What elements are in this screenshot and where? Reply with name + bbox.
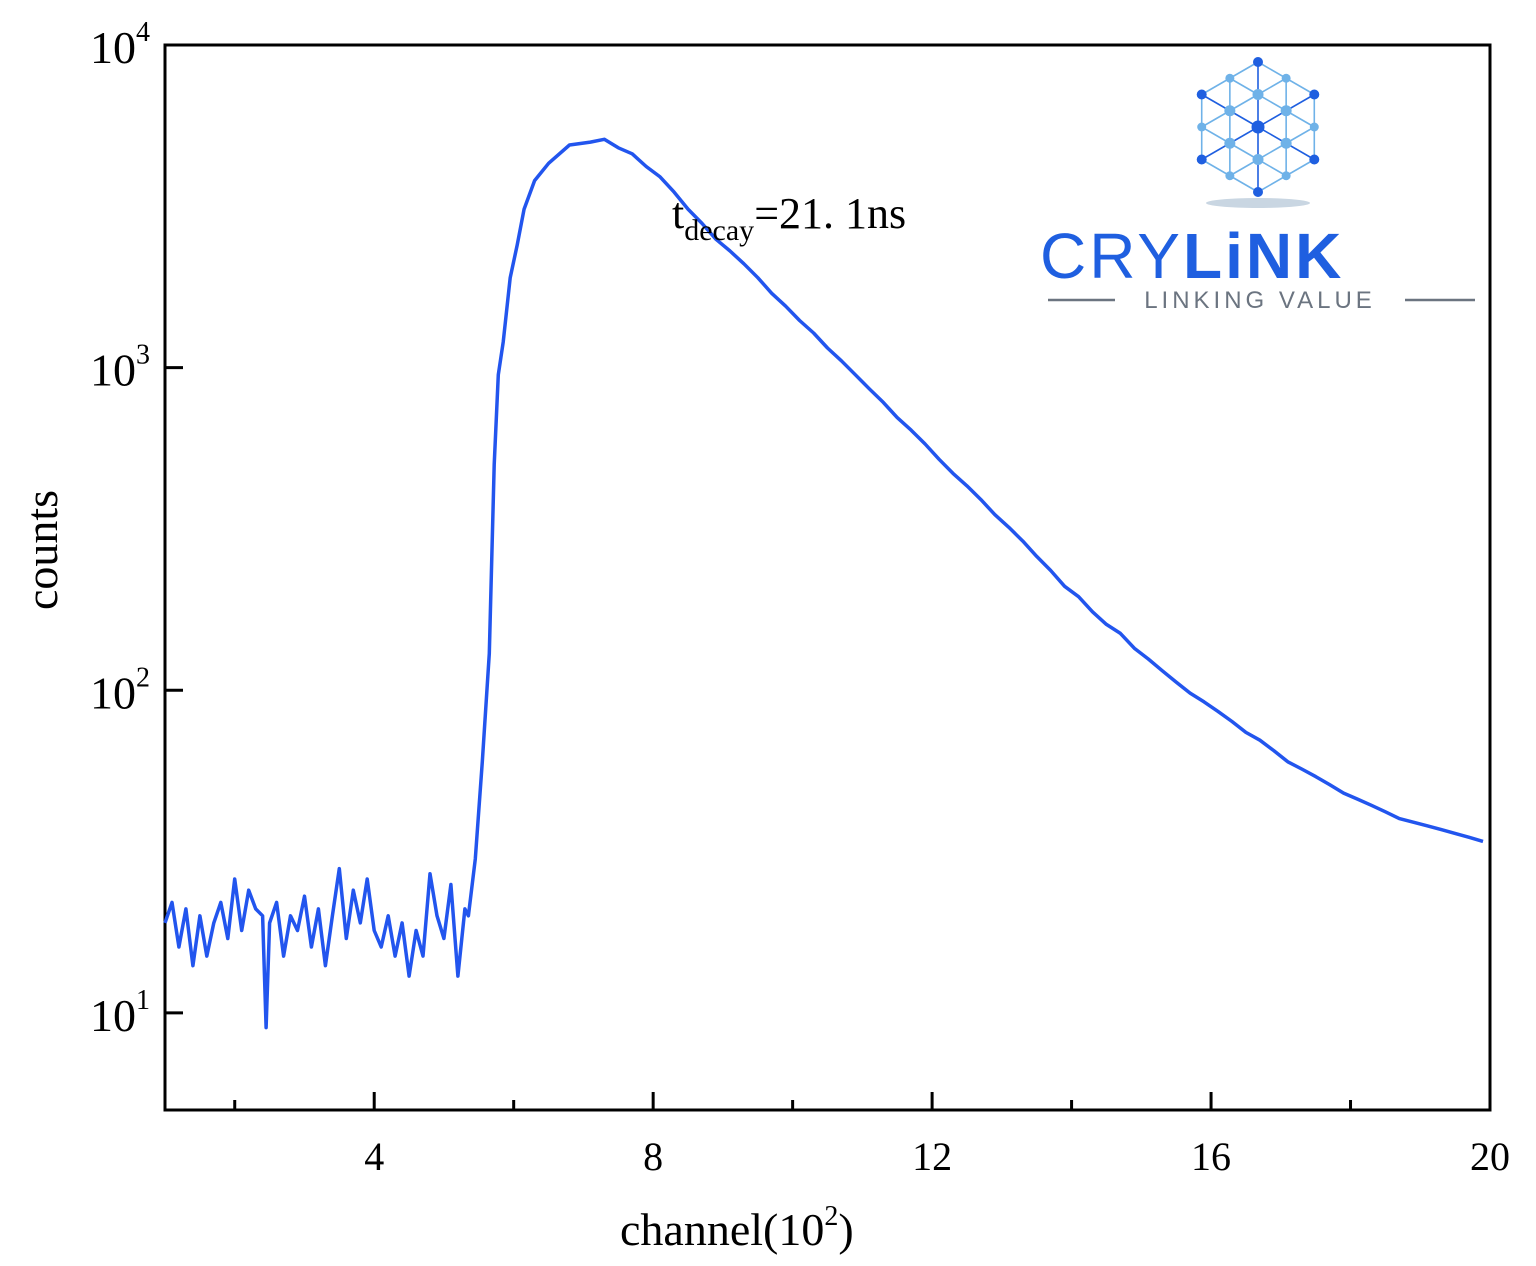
x-axis-unit: (10 [763,1204,824,1255]
x-axis-label-text: channel [620,1204,763,1255]
decay-symbol: t [672,189,684,238]
lattice-node [1196,154,1207,165]
lattice-node [1253,187,1263,197]
decay-annotation: tdecay=21. 1ns [672,189,906,247]
logo-shadow [1206,198,1310,208]
logo-wordmark-link: LiNK [1183,220,1344,292]
x-axis-unit-exp: 2 [824,1201,838,1232]
lattice-node [1252,154,1264,165]
lattice-node [1309,154,1320,165]
logo-wordmark: CRYLiNK [1040,220,1344,292]
lattice-node [1253,57,1263,67]
decay-curve-line [163,137,1484,1030]
y-tick-label: 101 [90,985,150,1041]
lattice-node [1197,122,1207,132]
y-tick-label: 102 [90,662,150,718]
x-tick-labels: 4 8 12 16 20 [364,1134,1510,1179]
y-axis-label: counts [16,490,67,610]
decay-subscript: decay [684,214,754,247]
logo-wordmark-cry: CRY [1040,220,1183,292]
lattice-node [1225,171,1235,181]
lattice-node [1224,105,1236,117]
lattice-node [1309,89,1320,100]
x-tick-label: 20 [1470,1134,1510,1179]
lattice-node [1196,89,1207,100]
lattice-node [1224,137,1236,149]
plot-frame [163,43,1492,1112]
x-tick-label: 12 [912,1134,952,1179]
axis-ticks [165,43,1492,1110]
lattice-node [1225,73,1235,83]
lattice-node [1251,120,1265,134]
y-tick-label: 104 [90,17,150,73]
lattice-node [1252,89,1264,100]
lattice-node [1309,122,1319,132]
lattice-node [1280,105,1292,117]
x-axis-label: channel(102) [620,1201,854,1255]
y-tick-label: 103 [90,340,150,396]
y-tick-labels: 101 102 103 104 [90,17,150,1041]
crylink-logo: CRYLiNK LINKING VALUE [1040,57,1475,314]
lattice-node [1281,171,1291,181]
decay-value: =21. 1ns [754,189,906,238]
crystal-lattice-icon [1196,57,1320,197]
lattice-node [1280,137,1292,149]
x-tick-label: 8 [643,1134,663,1179]
logo-tagline: LINKING VALUE [1144,287,1376,314]
lattice-node [1281,73,1291,83]
x-tick-label: 16 [1191,1134,1231,1179]
x-axis-unit-close: ) [838,1204,853,1255]
x-tick-label: 4 [364,1134,384,1179]
